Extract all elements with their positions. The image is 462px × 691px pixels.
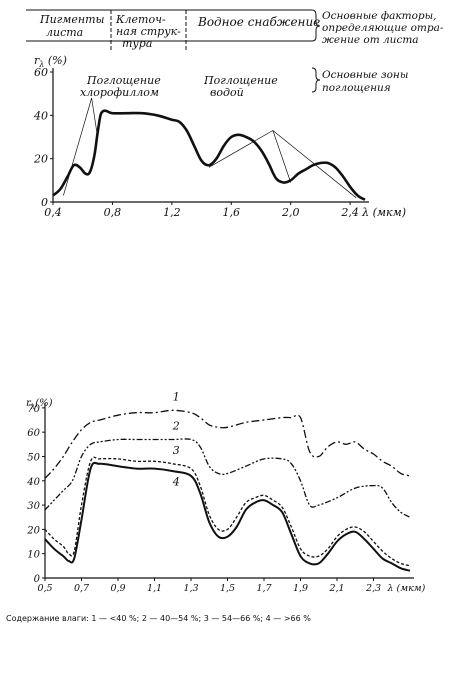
series-label-3: 3 [173, 444, 180, 457]
chart-header: Пигменты листа Клеточ- ная струк- тура В… [26, 9, 444, 94]
bottom-x-tick-label: 1,7 [256, 583, 272, 594]
bottom-y-tick-label: 20 [26, 525, 40, 536]
bottom-series [44, 409, 411, 572]
bottom-x-tick-label: 1,1 [147, 583, 162, 594]
bottom-ticks: 0 10 20 30 40 50 60 70 0,5 0,7 0,9 1,1 1,3 1,5 1,7 1,9 2… [26, 404, 425, 594]
bottom-y-tick-label: 10 [27, 550, 40, 561]
header-section-pigments-1: Пигменты [39, 13, 105, 26]
moisture-caption: Содержание влаги: 1 — <40 %; 2 — 40—54 %… [6, 614, 311, 623]
bottom-x-tick-label: 0,7 [74, 583, 90, 594]
annotation-chlorophyll-1: Поглощение [86, 74, 161, 87]
bottom-y-tick-label: 50 [27, 452, 40, 463]
top-x-tick-label: 2,4 [340, 206, 359, 219]
top-y-tick-label: 40 [33, 109, 48, 122]
header-brace [311, 9, 321, 42]
bottom-x-tick-label: 1,5 [220, 583, 235, 594]
factors-label-1: Основные факторы, [322, 10, 437, 22]
bottom-x-tick-label: 2,1 [328, 583, 344, 594]
annotation-water-2: водой [210, 86, 244, 99]
annotation-water-1: Поглощение [203, 74, 278, 87]
top-x-tick-label: 2,0 [281, 206, 300, 219]
bottom-x-tick-label: 0,5 [37, 583, 52, 594]
bottom-y-tick-label: 30 [27, 501, 40, 512]
top-series [52, 109, 366, 201]
leaf-reflectance-chart: Пигменты листа Клеточ- ная струк- тура В… [26, 9, 444, 219]
moisture-series-3-line [44, 456, 411, 567]
moisture-series-2-line [44, 438, 411, 518]
top-y-tick-label: 0 [41, 196, 48, 209]
factors-label-2: определяющие отра- [322, 22, 444, 34]
header-section-cell-3: тура [122, 37, 152, 50]
top-ticks: 0 20 40 60 0,4 0,8 1,2 1,6 2,0 2,4 λ (мкм) [33, 66, 406, 219]
annotation-chlorophyll-2: хлорофиллом [80, 86, 159, 99]
moisture-series-1-line [44, 409, 411, 479]
top-y-tick-label: 20 [33, 153, 48, 166]
series-label-1: 1 [173, 391, 180, 404]
header-section-cell-1: Клеточ- [115, 13, 166, 26]
annotation-pointers [63, 97, 357, 198]
leaf-reflectance-line [52, 109, 366, 201]
top-axes [52, 68, 369, 203]
series-number-labels: 1 2 3 4 [172, 391, 180, 489]
zones-label-2: поглощения [322, 82, 391, 94]
zones-brace [311, 67, 321, 93]
bottom-x-tick-label: 0,9 [110, 583, 125, 594]
bottom-y-tick-label: 40 [26, 477, 40, 488]
zones-label-1: Основные зоны [322, 69, 408, 81]
top-x-tick-label: 1,6 [223, 206, 241, 219]
top-x-tick-label: 0,4 [44, 206, 62, 219]
header-section-cell-2: ная струк- [116, 25, 181, 38]
bottom-y-tick-label: 70 [27, 404, 40, 415]
header-section-pigments-2: листа [46, 26, 83, 39]
moisture-series-4-line [44, 461, 411, 572]
series-label-2: 2 [172, 420, 180, 433]
bottom-x-unit-label: λ (мкм) [387, 583, 426, 594]
factors-label-3: жение от листа [322, 34, 419, 46]
annotation-pointer-line [272, 130, 357, 198]
bottom-y-tick-label: 60 [27, 428, 40, 439]
bottom-x-tick-label: 2,3 [365, 583, 381, 594]
bottom-axes [44, 403, 414, 579]
top-y-tick-label: 60 [34, 66, 48, 79]
bottom-x-tick-label: 1,3 [183, 583, 198, 594]
bottom-y-tick-label: 0 [34, 574, 41, 585]
bottom-x-tick-label: 1,9 [293, 583, 308, 594]
top-x-unit-label: λ (мкм) [361, 206, 406, 219]
annotation-pointer-line [63, 97, 98, 196]
top-x-tick-label: 0,8 [104, 206, 122, 219]
series-label-4: 4 [172, 476, 180, 489]
header-section-water: Водное снабжение [197, 15, 320, 29]
top-x-tick-label: 1,2 [163, 206, 181, 219]
